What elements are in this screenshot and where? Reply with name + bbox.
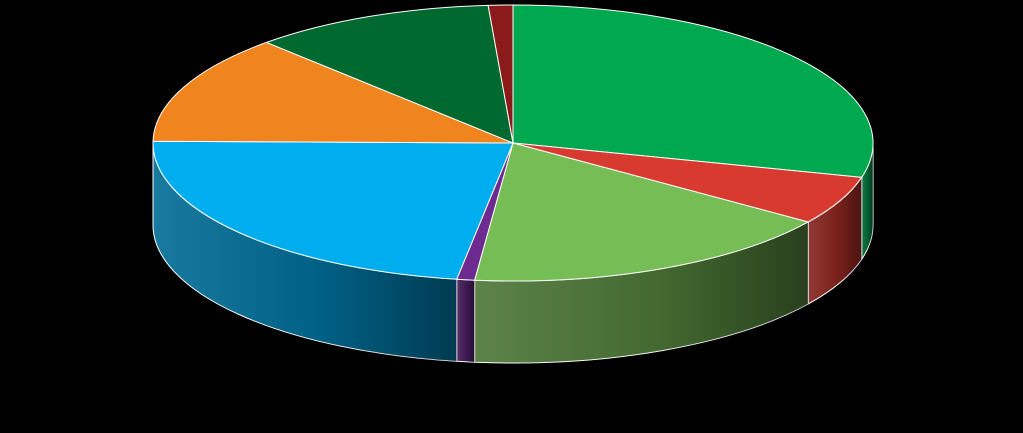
- pie-slice-5: [152, 140, 514, 280]
- pie-slice-3: [474, 142, 809, 282]
- pie-side-walls: [152, 142, 874, 364]
- pie-slice-side-shading-4: [456, 279, 475, 363]
- pie-slice-8: [487, 4, 514, 144]
- pie-slice-side-shading-3: [474, 221, 809, 363]
- pie-top-faces: [152, 4, 874, 282]
- pie-slice-7: [266, 4, 514, 144]
- pie-slice-side-shading-5: [153, 143, 457, 362]
- pie-slice-1: [512, 4, 874, 178]
- pie-slice-side-shading-2: [808, 177, 862, 304]
- pie-slice-side-shading-1: [861, 143, 873, 260]
- pie-slice-2: [512, 142, 863, 223]
- pie-slice-6: [152, 41, 514, 144]
